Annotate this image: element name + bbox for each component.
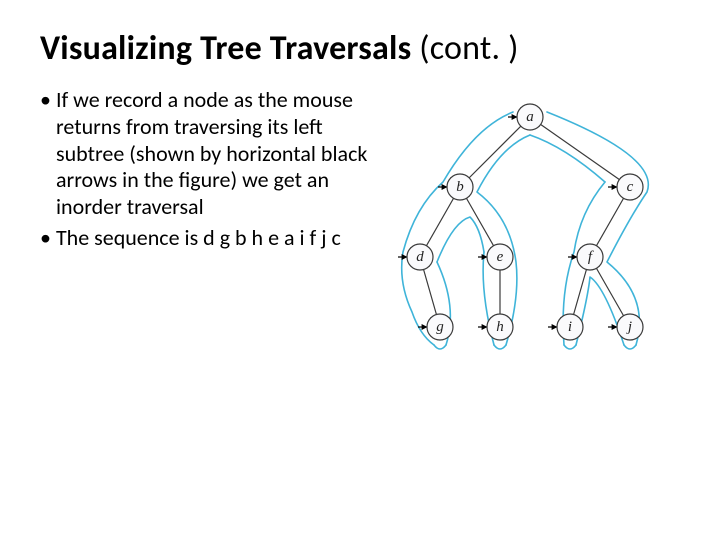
node-a: a [517,104,543,130]
euler-tour-path [402,112,649,349]
node-e: e [487,244,513,270]
slide: Visualizing Tree Traversals (cont. ) If … [0,0,720,540]
bullet-item: The sequence is d g b h e a i f j c [40,225,370,252]
svg-text:d: d [416,249,424,265]
diagram-column: a b c d e [380,87,680,372]
tree-nodes: a b c d e [407,104,643,340]
node-b: b [447,174,473,200]
node-h: h [487,314,513,340]
svg-text:e: e [497,249,504,265]
node-j: j [617,314,643,340]
svg-text:b: b [456,179,464,195]
title-rest: (cont. ) [411,28,518,69]
node-f: f [577,244,603,270]
node-d: d [407,244,433,270]
node-c: c [617,174,643,200]
svg-text:h: h [496,319,504,335]
text-column: If we record a node as the mouse returns… [40,87,380,256]
visit-arrows [411,107,639,337]
tree-diagram: a b c d e [380,87,680,367]
content-row: If we record a node as the mouse returns… [40,87,680,372]
svg-text:a: a [526,109,534,125]
node-i: i [557,314,583,340]
svg-text:g: g [436,319,444,335]
svg-text:c: c [627,179,634,195]
slide-title: Visualizing Tree Traversals (cont. ) [40,28,680,69]
tree-edges [420,117,630,327]
node-g: g [427,314,453,340]
title-bold: Visualizing Tree Traversals [40,28,411,69]
bullet-item: If we record a node as the mouse returns… [40,87,370,221]
svg-text:i: i [568,319,572,335]
